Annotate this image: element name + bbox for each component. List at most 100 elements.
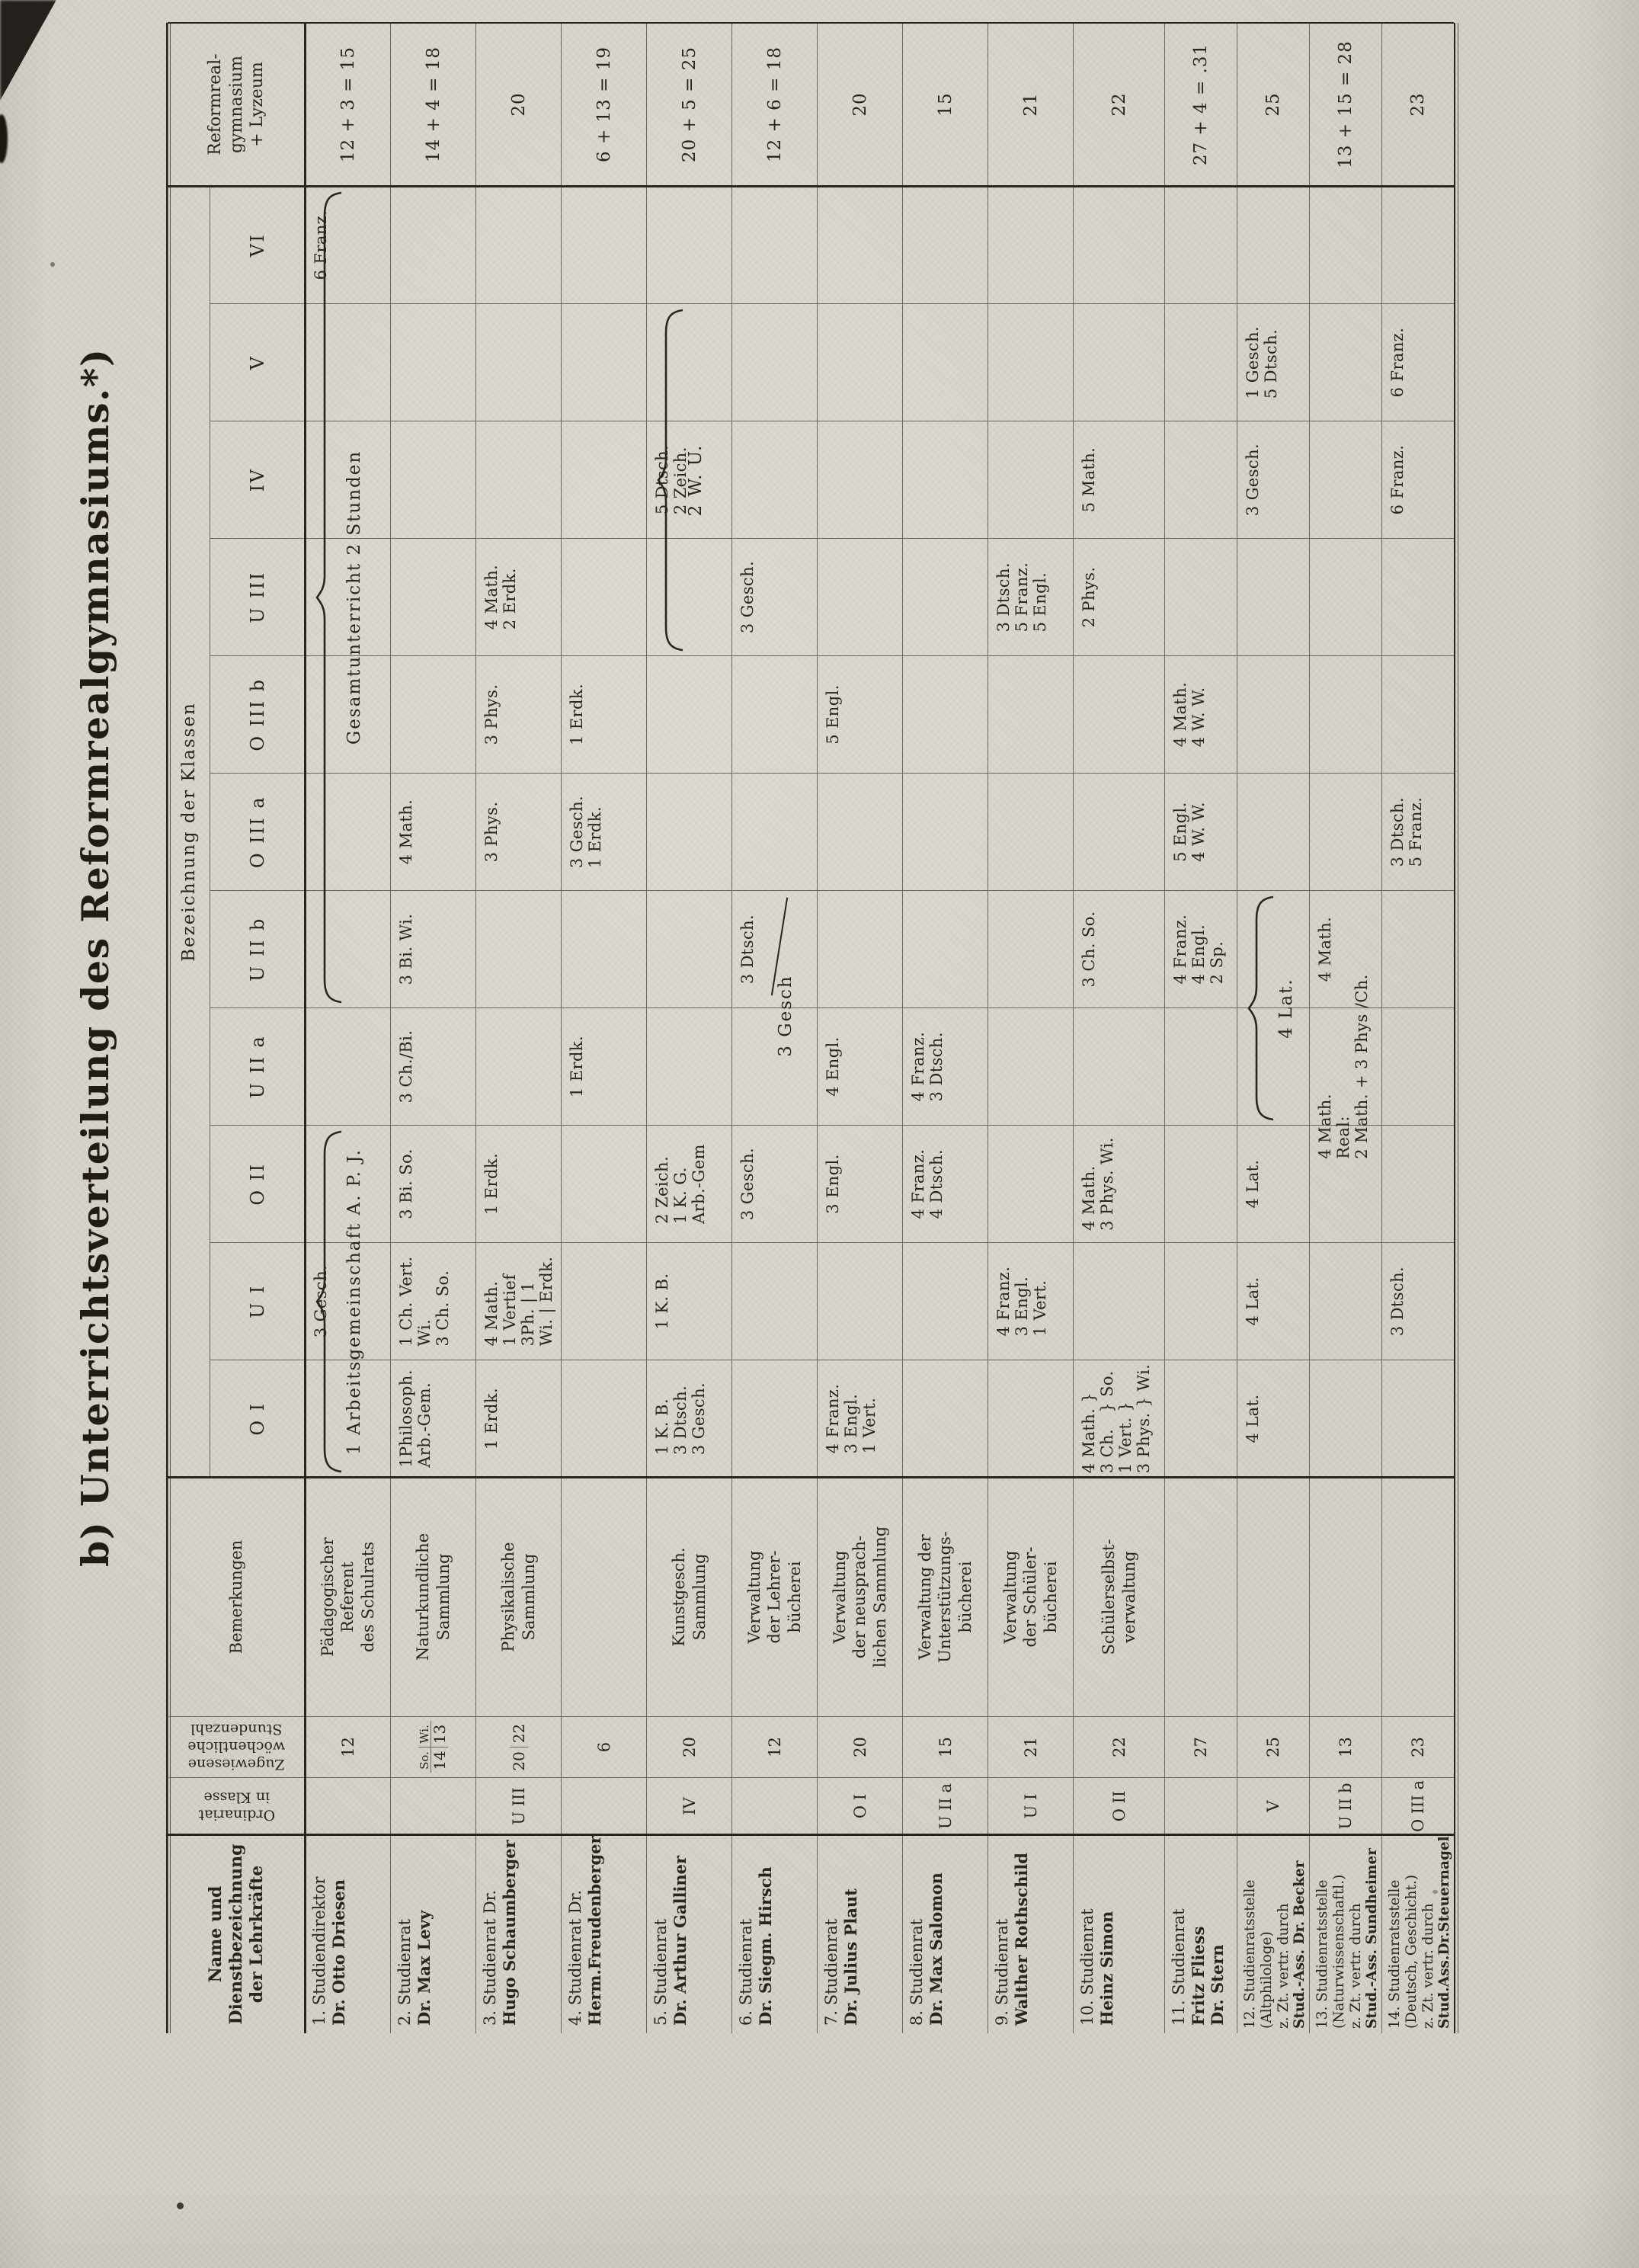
table-bottom-double-rule [1454,23,1455,2033]
teacher-name-cell: 12. Studienratsstelle (Altphilologe) z. Zt… [1237,1835,1309,2033]
stundenzahl-cell: 6 [561,1717,646,1778]
class-cell-6-V [731,304,817,421]
class-cell-6-UIIb: 3 Dtsch. [731,891,817,1008]
class-cell-8-UIIb [902,891,988,1008]
class-cell-4-V [561,304,646,421]
class-cell-2-IV [390,421,475,539]
class-label-UIII: U III [210,539,305,656]
brace-annotation [657,309,683,652]
class-cell-11-V [1164,304,1237,421]
class-cell-4-IV [561,421,646,539]
class-cell-11-OIIIb: 4 Math. 4 W. W. [1164,656,1237,774]
class-cell-14-OI [1381,1360,1454,1478]
class-cell-3-UIII: 4 Math. 2 Erdk. [475,539,561,656]
class-cell-4-UIIa: 1 Erdk. [561,1008,646,1126]
class-cell-10-UI [1073,1243,1164,1360]
class-cell-12-OIIIa [1237,774,1309,891]
class-cell-8-UI [902,1243,988,1360]
class-cell-9-OII [988,1126,1073,1243]
class-cell-9-UI: 4 Franz. 3 Engl. 1 Vert. [988,1243,1073,1360]
class-cell-8-UIII [902,539,988,656]
class-cell-7-OII: 3 Engl. [817,1126,902,1243]
bemerkung-cell: Physikalische Sammlung [475,1478,561,1717]
class-cell-2-OIIIb [390,656,475,774]
ordinariat-cell: U II a [902,1778,988,1835]
class-cell-13-VI [1309,187,1381,304]
bemerkung-cell: Schülerselbst-verwaltung [1073,1478,1164,1717]
header-bottom-rule [304,23,306,2033]
class-cell-11-IV [1164,421,1237,539]
total-cell: 14 + 4 = 18 [390,23,475,187]
class-cell-8-OI [902,1360,988,1478]
class-cell-5-UI: 1 K. B. [646,1243,731,1360]
stundenzahl-cell: 25 [1237,1717,1309,1778]
ordinariat-cell: U I [988,1778,1073,1835]
bemerkung-cell [1164,1478,1237,1717]
class-cell-11-UIII [1164,539,1237,656]
stundenzahl-cell: 15 [902,1717,988,1778]
class-cell-1-UIIa [305,1008,390,1126]
name-divider-rule [168,1834,1454,1836]
stundenzahl-cell: 27 [1164,1717,1237,1778]
scan-edge-blob [0,114,8,163]
class-cell-8-UIIa: 4 Franz. 3 Dtsch. [902,1008,988,1126]
class-cell-14-OIIIb [1381,656,1454,774]
teacher-name-cell: 8. Studienrat Dr. Max Salomon [902,1835,988,2033]
class-cell-10-IV: 5 Math. [1073,421,1164,539]
class-cell-14-OIIIa: 3 Dtsch. 5 Franz. [1381,774,1454,891]
class-label-UI: U I [210,1243,305,1360]
class-cell-9-UIII: 3 Dtsch. 5 Franz. 5 Engl. [988,539,1073,656]
ordinariat-cell [1164,1778,1237,1835]
total-cell: 23 [1381,23,1454,187]
class-cell-10-UIIb: 3 Ch. So. [1073,891,1164,1008]
class-cell-3-UI: 4 Math. 1 Vertief 3Ph. | 1 Wi. | Erdk. [475,1243,561,1360]
class-cell-6-OI [731,1360,817,1478]
class-cell-14-VI [1381,187,1454,304]
teacher-name-cell: 9. Studienrat Walther Rothschild [988,1835,1073,2033]
class-cell-5-OIIIa [646,774,731,891]
class-cell-8-V [902,304,988,421]
class-cell-11-UIIb: 4 Franz. 4 Engl. 2 Sp. [1164,891,1237,1008]
class-cell-9-V [988,304,1073,421]
class-cell-3-OI: 1 Erdk. [475,1360,561,1478]
class-label-OIIIa: O III a [210,774,305,891]
class-cell-4-UIII [561,539,646,656]
class-cell-5-OIIIb [646,656,731,774]
bemerkung-cell: Verwaltung der Schüler-bücherei [988,1478,1073,1717]
class-label-IV: IV [210,421,305,539]
total-cell: 15 [902,23,988,187]
class-cell-6-UIII: 3 Gesch. [731,539,817,656]
total-cell: 22 [1073,23,1164,187]
class-cell-10-UIIa [1073,1008,1164,1126]
bemerkung-cell: Verwaltung der Lehrer-bücherei [731,1478,817,1717]
class-cell-9-UIIa [988,1008,1073,1126]
total-cell: 12 + 3 = 15 [305,23,390,187]
class-cell-12-UI: 4 Lat. [1237,1243,1309,1360]
class-cell-10-OIIIb [1073,656,1164,774]
ordinariat-cell [561,1778,646,1835]
class-cell-6-OIIIb [731,656,817,774]
class-cell-3-UIIb [475,891,561,1008]
class-cell-2-UIIb: 3 Bi. Wi. [390,891,475,1008]
stundenzahl-cell: 21 [988,1717,1073,1778]
scan-speck [177,2202,184,2209]
class-cell-10-OIIIa [1073,774,1164,891]
ordinariat-cell: IV [646,1778,731,1835]
total-cell: 6 + 13 = 19 [561,23,646,187]
class-cell-9-UIIb [988,891,1073,1008]
class-cell-2-UIII [390,539,475,656]
class-cell-3-OIIIb: 3 Phys. [475,656,561,774]
class-cell-11-OI [1164,1360,1237,1478]
stundenzahl-column-header: Zugewiesene wöchentliche Stundenzahl [168,1717,305,1778]
bemerkung-cell: Pädagogischer Referent des Schulrats [305,1478,390,1717]
class-cell-12-IV: 3 Gesch. [1237,421,1309,539]
span-annotation-text: 1 Arbeitsgemeinschaft A. P. J. [344,1148,364,1455]
class-cell-6-IV [731,421,817,539]
total-cell: 13 + 15 = 28 [1309,23,1381,187]
scan-speck [50,262,55,267]
class-cell-13-OI [1309,1360,1381,1478]
teacher-name-cell: 6. Studienrat Dr. Siegm. Hirsch [731,1835,817,2033]
class-cell-4-OI [561,1360,646,1478]
total-cell: 27 + 4 = .31 [1164,23,1237,187]
